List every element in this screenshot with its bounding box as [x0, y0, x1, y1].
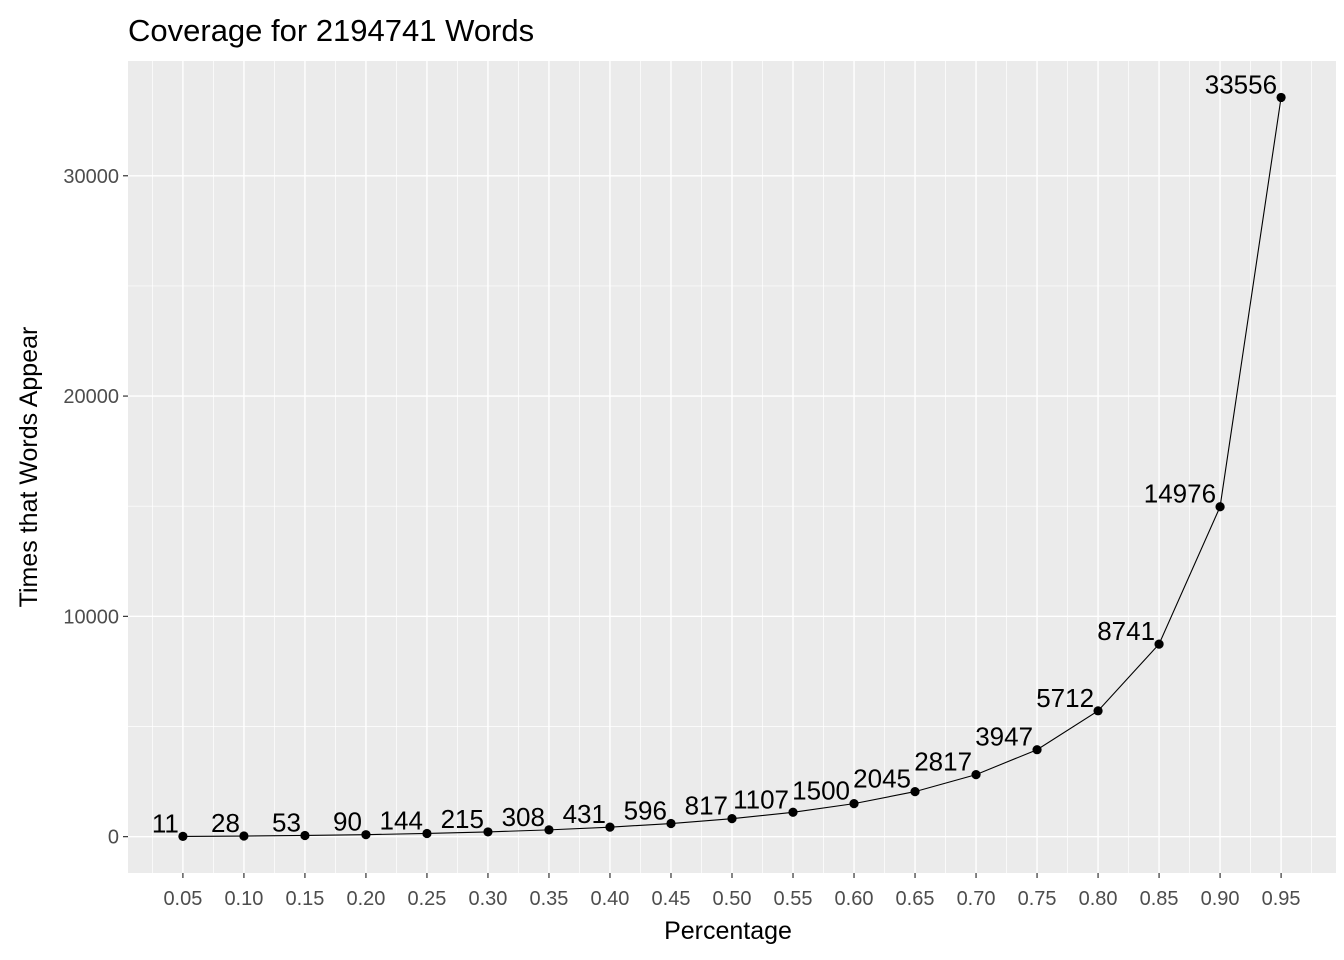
data-point — [1154, 639, 1164, 649]
data-point — [422, 828, 432, 839]
data-point — [1032, 745, 1042, 755]
x-tick-label: 0.75 — [1018, 888, 1057, 910]
data-label: 144 — [380, 805, 423, 835]
y-tick-label: 30000 — [63, 166, 119, 188]
x-tick-label: 0.05 — [163, 888, 202, 910]
data-label: 14976 — [1144, 479, 1216, 509]
data-label: 596 — [624, 796, 667, 826]
data-label: 817 — [685, 791, 728, 821]
data-point — [1093, 706, 1103, 716]
data-label: 3947 — [975, 722, 1033, 752]
data-point — [849, 799, 859, 809]
data-label: 2045 — [853, 764, 911, 794]
data-label: 431 — [563, 799, 606, 829]
x-axis: 0.05 0.10 0.15 0.20 0.25 0.30 0.35 0.40 0.45 0.50… — [163, 873, 1301, 910]
data-point — [1276, 92, 1286, 103]
data-label: 2817 — [914, 747, 972, 777]
data-point — [971, 769, 981, 780]
x-tick-label: 0.60 — [835, 888, 874, 910]
x-tick-label: 0.20 — [346, 888, 385, 910]
data-point — [300, 830, 310, 841]
data-label: 308 — [502, 802, 545, 832]
data-label: 90 — [333, 807, 362, 837]
x-tick-label: 0.30 — [468, 888, 507, 910]
y-tick-label: 0 — [108, 827, 119, 849]
data-label: 1500 — [792, 776, 850, 806]
x-tick-label: 0.55 — [774, 888, 813, 910]
x-tick-label: 0.45 — [652, 888, 691, 910]
data-point — [239, 831, 249, 841]
data-point — [1215, 502, 1225, 512]
x-tick-label: 0.50 — [713, 888, 752, 910]
data-point — [605, 822, 615, 832]
data-point — [544, 825, 554, 835]
x-tick-label: 0.90 — [1201, 888, 1240, 910]
chart-title: Coverage for 2194741 Words — [128, 13, 534, 48]
data-point — [178, 831, 188, 842]
x-tick-label: 0.15 — [285, 888, 324, 910]
data-point — [666, 818, 676, 829]
x-tick-label: 0.25 — [407, 888, 446, 910]
data-label: 11 — [152, 808, 179, 838]
data-label: 5712 — [1036, 683, 1094, 713]
data-label: 33556 — [1205, 69, 1277, 99]
y-tick-label: 10000 — [63, 606, 119, 628]
data-label: 215 — [441, 804, 484, 834]
x-tick-label: 0.70 — [957, 888, 996, 910]
major-gridlines — [128, 61, 1336, 873]
x-tick-label: 0.95 — [1262, 888, 1301, 910]
data-points — [178, 92, 1286, 842]
y-axis: 0 10000 20000 30000 — [63, 166, 128, 849]
y-axis-title: Times that Words Appear — [15, 327, 43, 608]
data-label: 8741 — [1097, 616, 1155, 646]
data-label: 28 — [211, 808, 240, 838]
x-tick-label: 0.65 — [896, 888, 935, 910]
data-point — [910, 787, 920, 797]
data-point — [727, 814, 737, 824]
y-tick-label: 20000 — [63, 386, 119, 408]
x-tick-label: 0.40 — [591, 888, 630, 910]
x-tick-label: 0.85 — [1140, 888, 1179, 910]
data-label: 53 — [272, 807, 301, 837]
data-label: 1107 — [733, 784, 789, 814]
data-point — [483, 827, 493, 837]
x-axis-title: Percentage — [664, 917, 792, 945]
data-point — [361, 830, 371, 840]
x-tick-label: 0.10 — [224, 888, 263, 910]
x-tick-label: 0.35 — [530, 888, 569, 910]
data-point — [788, 807, 798, 817]
x-tick-label: 0.80 — [1079, 888, 1118, 910]
data-labels: 11 28 53 90 144 215 308 431 596 817 1107 1500 204528… — [152, 69, 1277, 838]
